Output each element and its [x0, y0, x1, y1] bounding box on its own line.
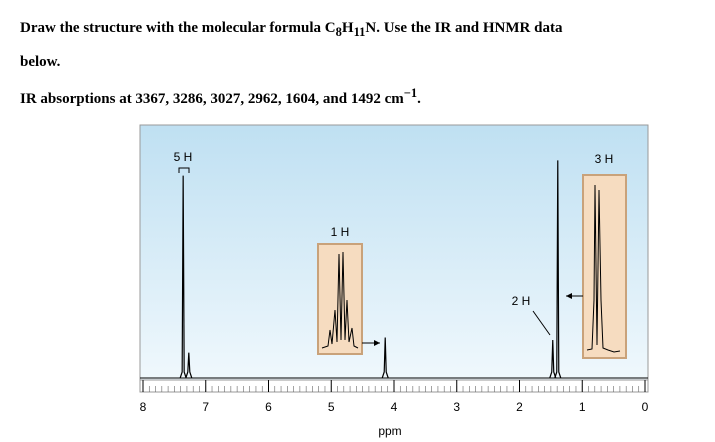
text: H: [341, 20, 354, 36]
question-line: Draw the structure with the molecular fo…: [20, 20, 562, 40]
arrow-head: [374, 340, 380, 346]
question-line: IR absorptions at 3367, 3286, 3027, 2962…: [20, 86, 421, 108]
bracket: [178, 167, 190, 173]
peak: [179, 175, 187, 379]
annotation: 1 H: [331, 225, 350, 239]
x-tick-label: 8: [140, 400, 147, 414]
peak: [185, 352, 193, 379]
text: IR absorptions at 3367, 3286, 3027, 2962…: [20, 91, 404, 107]
x-tick-label: 5: [328, 400, 335, 414]
arrow-head: [566, 293, 572, 299]
annotation: 5 H: [174, 150, 193, 164]
subscript: 8: [335, 25, 342, 39]
arrow: [532, 310, 551, 336]
x-tick-label: 2: [516, 400, 523, 414]
x-tick-label: 7: [202, 400, 209, 414]
plot-area: [139, 124, 649, 393]
peak: [549, 340, 557, 379]
inset: [582, 174, 627, 359]
annotation: 3 H: [595, 152, 614, 166]
text: N. Use the IR and HNMR data: [365, 20, 563, 36]
x-tick-label: 0: [642, 400, 649, 414]
x-tick-label: 4: [391, 400, 398, 414]
peak: [381, 337, 389, 379]
superscript: −1: [403, 86, 418, 100]
x-tick-label: 6: [265, 400, 272, 414]
annotation: 2 H: [512, 294, 531, 308]
x-tick-label: 1: [579, 400, 586, 414]
inset-trace: [321, 251, 359, 349]
inset-trace: [586, 184, 621, 353]
question-line: below.: [20, 54, 61, 70]
subscript: 11: [353, 25, 366, 39]
text: Draw the structure with the molecular fo…: [20, 20, 336, 36]
x-tick-label: 3: [453, 400, 460, 414]
text: .: [417, 91, 421, 107]
x-axis-label: ppm: [378, 424, 401, 438]
peak: [554, 160, 562, 379]
